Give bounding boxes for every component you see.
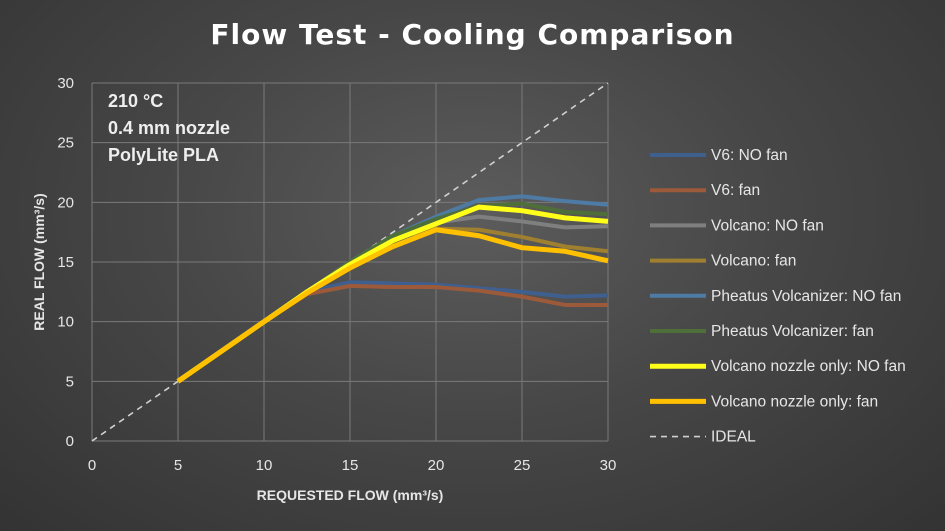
x-tick-label-0: 0: [88, 457, 96, 474]
legend: V6: NO fan V6: fan Volcano: NO fan Volcano:…: [650, 147, 906, 446]
legend-label-0: V6: NO fan: [711, 147, 788, 164]
y-tick-label-2: 10: [57, 314, 74, 331]
x-tick-label-5: 25: [514, 457, 531, 474]
series-line-0: [176, 280, 609, 383]
y-tick-label-4: 20: [57, 194, 74, 211]
x-tick-label-2: 10: [256, 457, 273, 474]
annotation-1: 0.4 mm nozzle: [108, 118, 230, 138]
y-tick-label-6: 30: [57, 75, 74, 92]
x-tick-label-6: 30: [600, 457, 617, 474]
x-tick-label-4: 20: [428, 457, 445, 474]
legend-label-3: Volcano: fan: [711, 253, 796, 270]
x-tick-label-3: 15: [342, 457, 359, 474]
legend-label-2: Volcano: NO fan: [711, 217, 824, 234]
series-lines: [91, 82, 609, 442]
legend-label-6: Volcano nozzle only: NO fan: [711, 358, 906, 375]
y-tick-label-0: 0: [66, 433, 74, 450]
y-tick-label-5: 25: [57, 135, 74, 152]
x-tick-labels: 0 5 10 15 20 25 30: [88, 457, 617, 474]
y-tick-labels: 0 5 10 15 20 25 30: [57, 75, 74, 450]
legend-label-1: V6: fan: [711, 182, 760, 199]
y-tick-label-1: 5: [66, 373, 74, 390]
legend-label-7: Volcano nozzle only: fan: [711, 393, 878, 410]
series-line-7: [176, 227, 609, 384]
x-axis-title: REQUESTED FLOW (mm³/s): [257, 487, 444, 503]
annotation-2: PolyLite PLA: [108, 145, 219, 165]
legend-label-5: Pheatus Volcanizer: fan: [711, 323, 874, 340]
y-tick-label-3: 15: [57, 254, 74, 271]
legend-label-ideal: IDEAL: [711, 429, 756, 446]
chart-title: Flow Test - Cooling Comparison: [210, 18, 735, 51]
y-axis-title: REAL FLOW (mm³/s): [31, 193, 47, 330]
annotation-box: 210 °C 0.4 mm nozzle PolyLite PLA: [108, 91, 230, 165]
annotation-0: 210 °C: [108, 91, 163, 111]
legend-label-4: Pheatus Volcanizer: NO fan: [711, 288, 901, 305]
x-tick-label-1: 5: [174, 457, 182, 474]
